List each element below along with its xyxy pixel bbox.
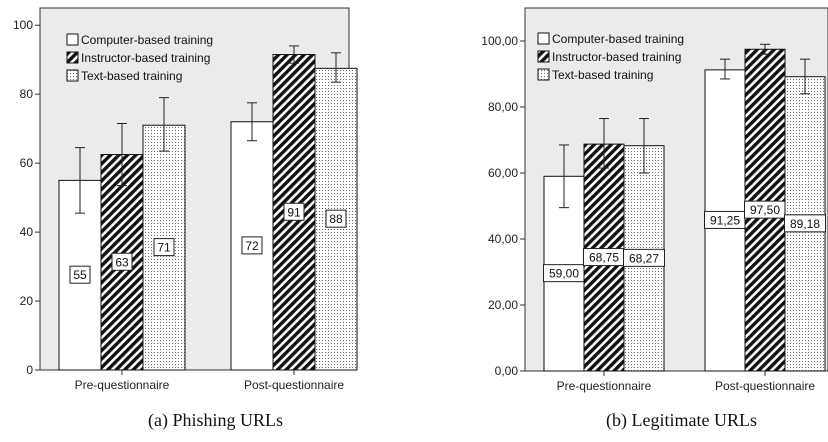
- y-tick-label: 40: [20, 225, 34, 239]
- legend-label: Instructor-based training: [81, 51, 210, 65]
- data-label-box: [623, 248, 665, 267]
- data-label-box: [325, 209, 347, 228]
- bar-chart-legitimate: 0,00 20,00 40,00 60,00 80,00 100,00 Pre-questi…: [481, 7, 828, 393]
- y-tick-label: 0,00: [495, 364, 519, 378]
- chart-panel-legitimate: 0,00 20,00 40,00 60,00 80,00 100,00 Pre-questi…: [414, 0, 828, 442]
- data-label: 88: [329, 212, 343, 226]
- y-tick-label: 80,00: [488, 100, 518, 114]
- data-label-box: [241, 236, 263, 255]
- data-label: 91: [287, 205, 301, 219]
- x-tick-label: Post-questionnaire: [244, 378, 344, 392]
- data-label-box: [69, 265, 91, 284]
- chart-panel-phishing: 0 20 40 60 80 100 Pre-questionnaire 55 63 71 Post-…: [13, 7, 358, 430]
- y-tick-label: 60,00: [488, 166, 518, 180]
- legend-swatch: [66, 33, 79, 46]
- x-tick-label: Post-questionnaire: [715, 379, 815, 393]
- legend-swatch: [537, 32, 550, 45]
- data-label: 97,50: [750, 203, 780, 217]
- caption-phishing: (a) Phishing URLs: [148, 410, 283, 430]
- y-tick-label: 100,00: [481, 34, 518, 48]
- y-tick-label: 40,00: [488, 232, 518, 246]
- legend-swatch: [66, 51, 79, 64]
- y-tick-label: 20: [20, 294, 34, 308]
- data-label: 59,00: [549, 267, 579, 281]
- y-tick-label: 0: [26, 363, 33, 377]
- data-label: 72: [245, 239, 259, 253]
- data-label: 55: [73, 268, 87, 282]
- y-tick-label: 100: [13, 18, 33, 32]
- legend-label: Text-based training: [81, 69, 182, 83]
- y-tick-label: 80: [20, 87, 34, 101]
- legend-label: Instructor-based training: [552, 50, 681, 64]
- bar-chart-phishing: 0 20 40 60 80 100 Pre-questionnaire 55 63 71 Post-…: [13, 7, 358, 392]
- data-label: 68,27: [629, 251, 659, 265]
- data-label-box: [111, 252, 133, 271]
- legend-label: Computer-based training: [81, 33, 213, 47]
- data-label: 89,18: [790, 217, 820, 231]
- legend-swatch: [537, 68, 550, 81]
- legend-label: Computer-based training: [552, 32, 684, 46]
- data-label-box: [153, 238, 175, 257]
- legend-label: Text-based training: [552, 68, 653, 82]
- y-tick-label: 20,00: [488, 298, 518, 312]
- legend-swatch: [66, 69, 79, 82]
- legend-swatch: [537, 50, 550, 63]
- x-tick-label: Pre-questionnaire: [75, 378, 170, 392]
- data-label-box: [784, 214, 826, 233]
- data-label: 91,25: [710, 213, 740, 227]
- y-tick-label: 60: [20, 156, 34, 170]
- x-tick-label: Pre-questionnaire: [557, 379, 652, 393]
- data-label: 68,75: [589, 251, 619, 265]
- data-label: 63: [115, 255, 129, 269]
- caption-legitimate: (b) Legitimate URLs: [606, 410, 757, 430]
- data-label-box: [283, 202, 305, 221]
- data-label: 71: [157, 241, 171, 255]
